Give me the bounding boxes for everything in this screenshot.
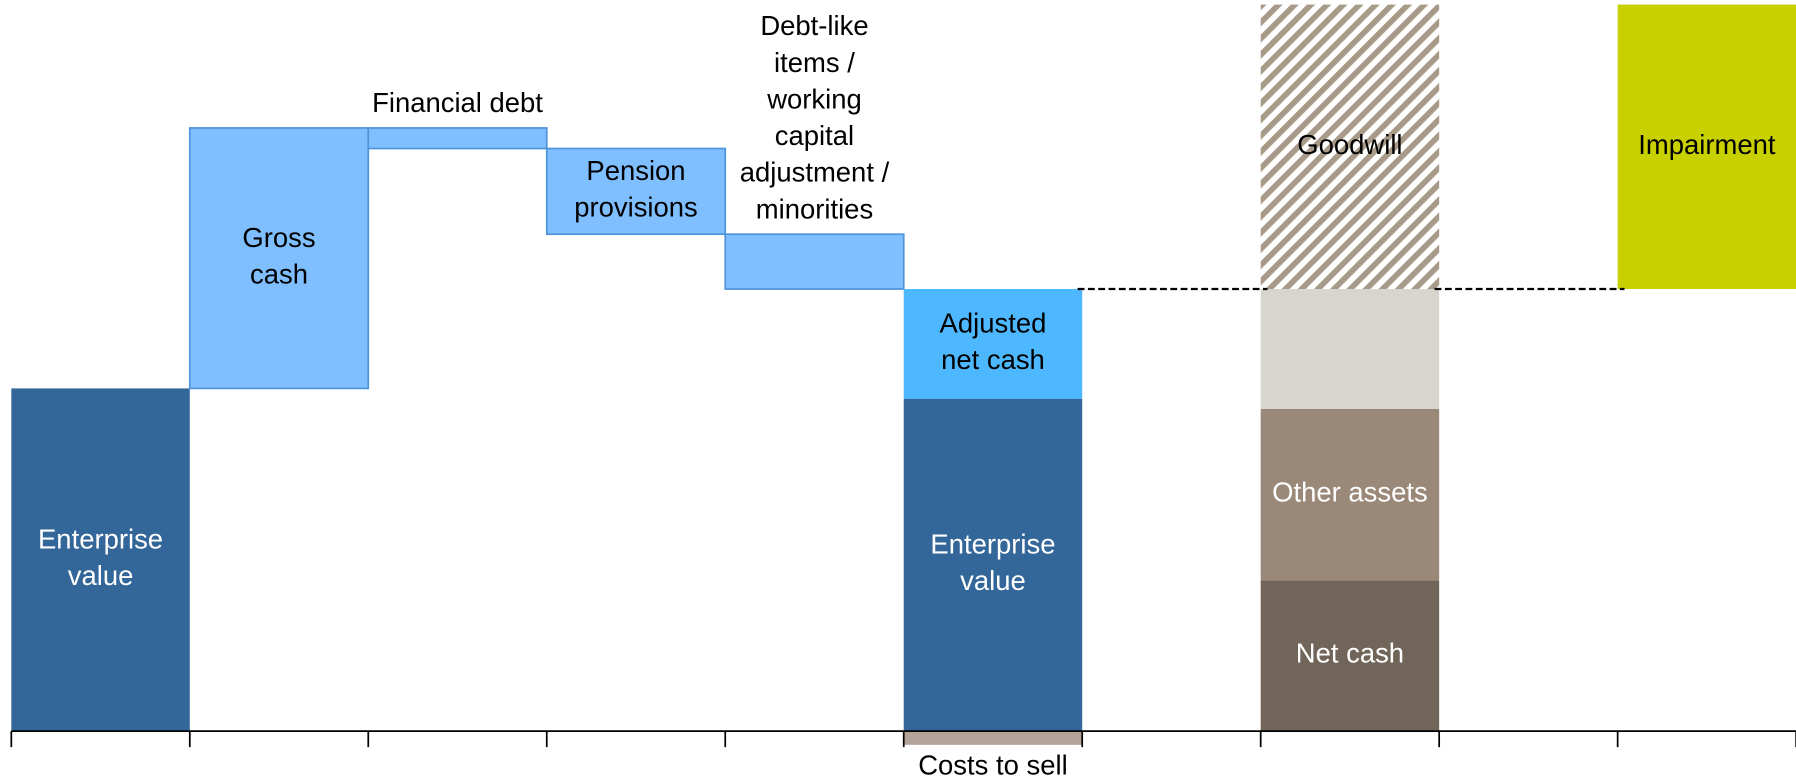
bar-label: Gross cash (242, 222, 315, 290)
bar (11, 388, 190, 732)
bar (367, 127, 548, 150)
bar-label: Pension provisions (574, 155, 698, 223)
bar-label: Adjusted net cash (940, 308, 1047, 376)
bar-label: Net cash (1296, 638, 1404, 669)
bar (1260, 408, 1440, 581)
bar (1260, 4, 1440, 290)
bar-label: Financial debt (372, 87, 543, 118)
bar-label: Impairment (1638, 129, 1776, 160)
bar (1617, 4, 1796, 290)
bar (1260, 580, 1440, 732)
bar-label: Debt-like items / working capital adjustment… (740, 10, 890, 224)
bar-label: Enterprise value (38, 524, 163, 592)
bar (724, 233, 905, 290)
bar (1260, 289, 1440, 409)
bar-label: Other assets (1272, 477, 1428, 508)
bar (903, 398, 1083, 732)
bar-label: Enterprise value (930, 529, 1055, 597)
bar (188, 127, 370, 390)
bar (903, 731, 1083, 745)
bar (545, 147, 727, 236)
bar-label: Goodwill (1297, 129, 1402, 160)
bar (903, 289, 1083, 399)
bar-label: Costs to sell (918, 750, 1067, 778)
